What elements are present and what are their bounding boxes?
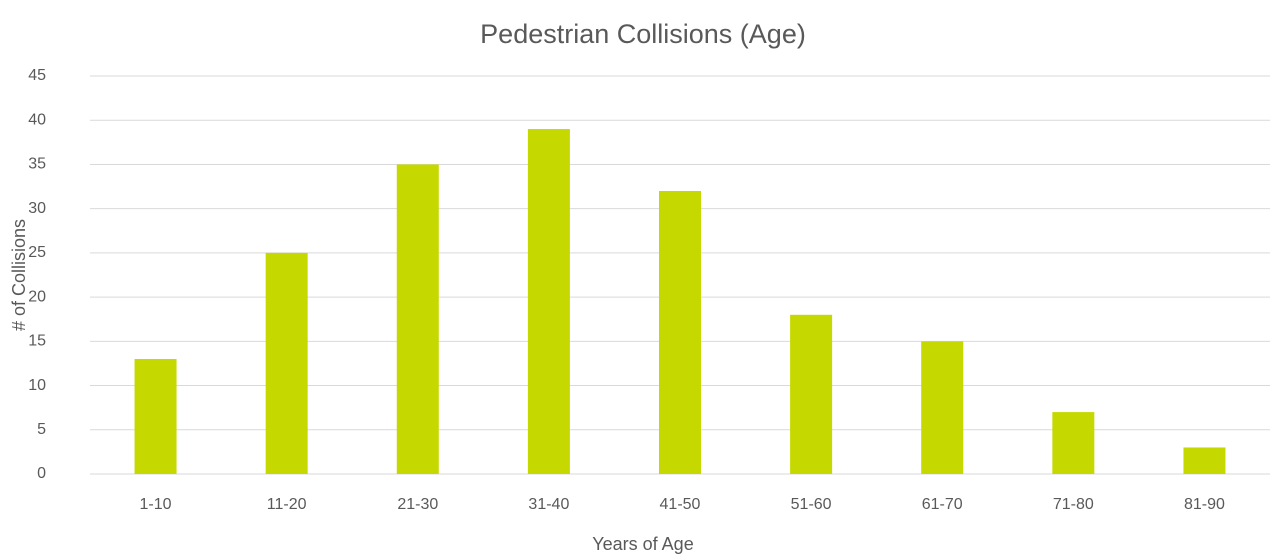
y-tick-label: 15 [28, 333, 46, 350]
x-tick-label: 21-30 [397, 496, 438, 513]
x-tick-label: 1-10 [140, 496, 172, 513]
bar [396, 164, 439, 474]
bar [265, 252, 308, 474]
bar [790, 314, 833, 474]
y-tick-label: 35 [28, 156, 46, 173]
x-tick-label: 51-60 [791, 496, 832, 513]
y-tick-label: 0 [37, 465, 46, 482]
bar [527, 129, 570, 475]
bar [921, 341, 964, 474]
y-tick-label: 5 [37, 421, 46, 438]
x-tick-label: 61-70 [922, 496, 963, 513]
y-tick-label: 45 [28, 67, 46, 84]
x-tick-label: 71-80 [1053, 496, 1094, 513]
bar [659, 190, 701, 474]
chart-title: Pedestrian Collisions (Age) [480, 19, 806, 49]
y-tick-label: 40 [28, 111, 46, 128]
x-tick-label: 41-50 [660, 496, 701, 513]
x-tick-label: 81-90 [1184, 496, 1225, 513]
bar [1183, 447, 1226, 474]
y-tick-label: 20 [28, 288, 46, 305]
x-axis-label: Years of Age [592, 534, 693, 554]
y-tick-label: 10 [28, 377, 46, 394]
x-tick-label: 11-20 [267, 496, 307, 513]
bar [1052, 412, 1095, 474]
y-axis-label: # of Collisions [9, 219, 29, 331]
x-tick-label: 31-40 [528, 496, 569, 513]
y-tick-label: 25 [28, 244, 46, 261]
y-tick-label: 30 [28, 200, 46, 217]
bar [134, 359, 177, 474]
